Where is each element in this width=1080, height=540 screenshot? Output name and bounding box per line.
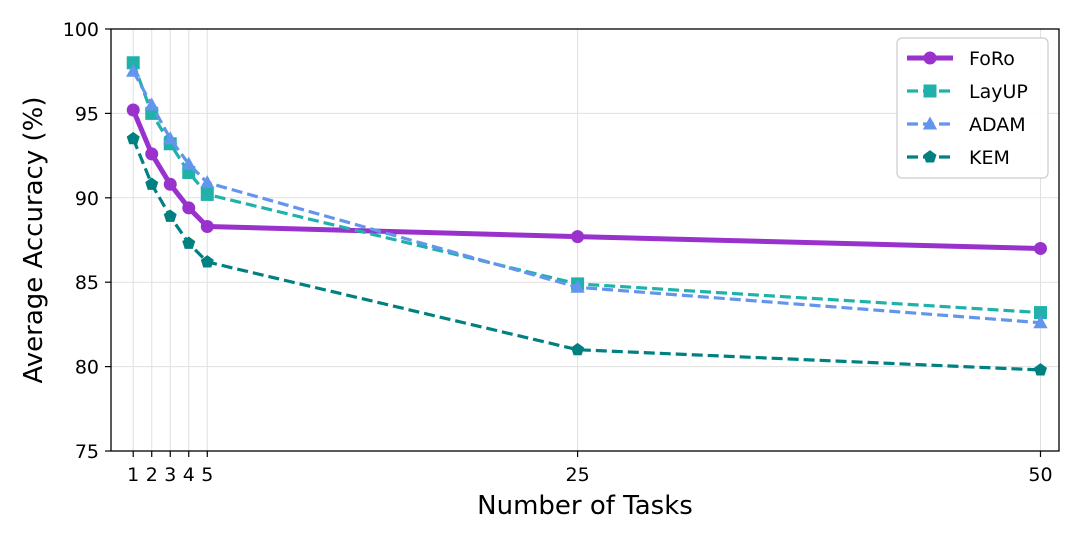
legend-marker xyxy=(923,150,937,163)
legend-marker xyxy=(923,51,937,65)
series-adam xyxy=(126,63,1048,329)
legend-label: FoRo xyxy=(969,48,1015,70)
y-axis-label: Average Accuracy (%) xyxy=(19,97,49,384)
series-group xyxy=(126,56,1048,376)
data-point xyxy=(163,131,178,145)
data-point xyxy=(181,156,196,170)
x-tick-label: 4 xyxy=(183,464,195,486)
y-tick-label: 80 xyxy=(75,357,99,379)
data-point xyxy=(571,342,585,356)
y-tick-label: 75 xyxy=(75,441,99,463)
axes: 1 2 3 4 5 25 50 75 80 85 90 95 100 xyxy=(63,19,1060,486)
legend-label: KEM xyxy=(969,147,1010,169)
data-point xyxy=(1033,306,1047,320)
x-tick-label: 2 xyxy=(146,464,158,486)
data-point xyxy=(126,56,140,70)
data-point xyxy=(1033,241,1047,255)
data-point xyxy=(1033,315,1048,329)
data-point xyxy=(200,219,214,233)
data-point xyxy=(182,201,196,215)
data-point xyxy=(163,177,177,191)
data-point xyxy=(145,147,159,161)
legend-entry-kem: KEM xyxy=(907,147,1010,169)
y-tick-label: 100 xyxy=(63,19,99,41)
plot-frame xyxy=(110,28,1060,452)
data-point xyxy=(571,230,585,244)
legend-marker xyxy=(923,84,937,98)
x-tick-label: 1 xyxy=(127,464,139,486)
x-tick-label: 3 xyxy=(164,464,176,486)
y-tick-label: 95 xyxy=(75,103,99,125)
data-point xyxy=(570,279,585,293)
legend-marker xyxy=(922,116,938,130)
legend-box xyxy=(896,37,1049,179)
data-point xyxy=(200,187,214,201)
legend: FoRo LayUP ADAM KEM xyxy=(896,37,1049,179)
x-tick-label: 50 xyxy=(1028,464,1052,486)
data-point xyxy=(126,103,140,117)
x-tick-label: 5 xyxy=(201,464,213,486)
data-point xyxy=(163,209,177,222)
legend-entry-layup: LayUP xyxy=(907,81,1028,103)
y-tick-label: 90 xyxy=(75,188,99,210)
data-point xyxy=(1033,363,1047,376)
data-point xyxy=(126,131,140,145)
data-point xyxy=(200,175,215,189)
legend-entry-foro: FoRo xyxy=(907,48,1015,70)
x-axis-label: Number of Tasks xyxy=(477,491,693,521)
y-tick-label: 85 xyxy=(75,272,99,294)
data-point xyxy=(200,255,214,268)
legend-entry-adam: ADAM xyxy=(907,114,1026,136)
data-point xyxy=(144,97,159,111)
x-tick-label: 25 xyxy=(566,464,590,486)
data-point xyxy=(182,236,196,249)
series-foro xyxy=(126,103,1047,255)
legend-label: ADAM xyxy=(969,114,1026,136)
legend-label: LayUP xyxy=(969,81,1028,103)
data-point xyxy=(126,63,141,77)
data-point xyxy=(145,177,159,190)
series-kem xyxy=(126,131,1047,376)
